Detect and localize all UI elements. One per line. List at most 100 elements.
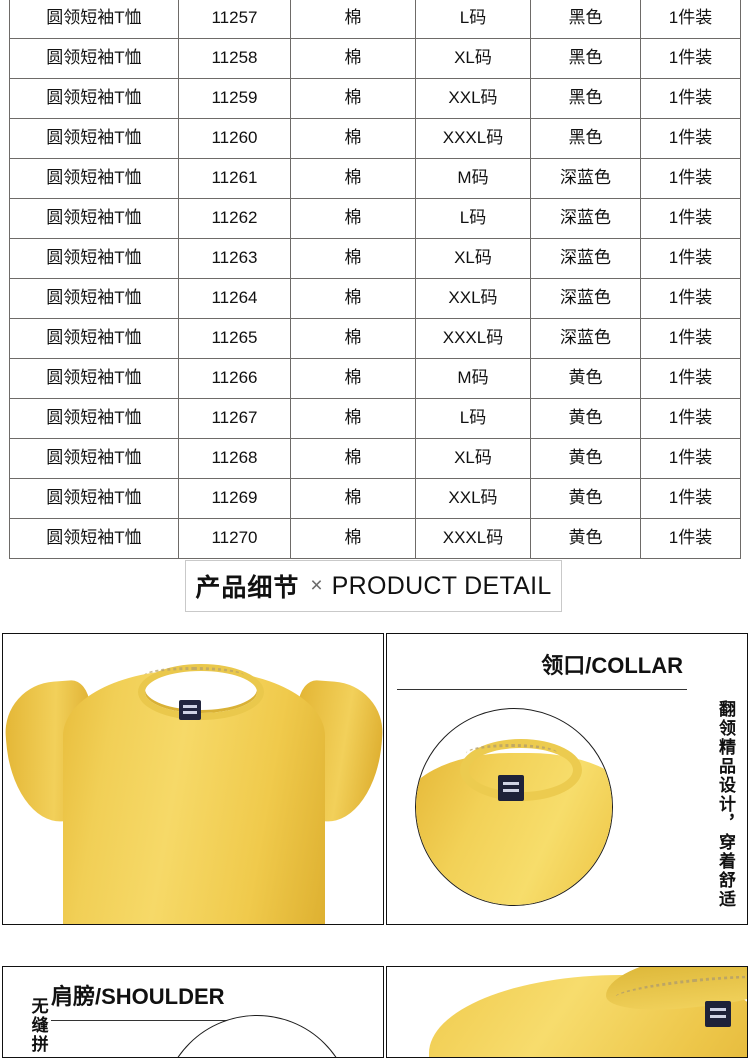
cross-icon: × <box>310 574 323 597</box>
cell-size: M码 <box>415 358 531 399</box>
product-detail-title-box: 产品细节 × PRODUCT DETAIL <box>185 560 562 612</box>
cell-pack: 1件装 <box>640 158 741 199</box>
cell-code: 11263 <box>178 238 291 279</box>
cell-material: 棉 <box>290 158 416 199</box>
table-row: 圆领短袖T恤 11268 棉 XL码 黄色 1件装 <box>9 438 741 479</box>
cell-color: 深蓝色 <box>530 318 641 359</box>
cell-color: 黄色 <box>530 358 641 399</box>
cell-color: 黑色 <box>530 38 641 79</box>
cell-code: 11264 <box>178 278 291 319</box>
shoulder-detail-photo <box>387 967 747 1057</box>
cell-color: 黄色 <box>530 478 641 519</box>
cell-material: 棉 <box>290 78 416 119</box>
cell-size: XXXL码 <box>415 518 531 559</box>
cell-size: XXL码 <box>415 478 531 519</box>
cell-name: 圆领短袖T恤 <box>9 518 179 559</box>
shoulder-section-header: 肩膀/SHOULDER <box>51 979 351 1021</box>
cell-material: 棉 <box>290 278 416 319</box>
cell-size: XXL码 <box>415 78 531 119</box>
cell-material: 棉 <box>290 358 416 399</box>
collar-title: 领口/COLLAR <box>541 653 683 678</box>
cell-pack: 1件装 <box>640 38 741 79</box>
collar-closeup-stitch <box>466 744 558 763</box>
cell-size: XL码 <box>415 438 531 479</box>
cell-color: 深蓝色 <box>530 238 641 279</box>
cell-color: 深蓝色 <box>530 158 641 199</box>
cell-code: 11257 <box>178 0 291 39</box>
cell-material: 棉 <box>290 398 416 439</box>
table-row: 圆领短袖T恤 11260 棉 XXXL码 黑色 1件装 <box>9 118 741 159</box>
product-spec-table: 圆领短袖T恤 11257 棉 L码 黑色 1件装 圆领短袖T恤 11258 棉 XL码 黑色 1件装圆… <box>9 0 741 559</box>
table-row: 圆领短袖T恤 11261 棉 M码 深蓝色 1件装 <box>9 158 741 199</box>
table-row: 圆领短袖T恤 11267 棉 L码 黄色 1件装 <box>9 398 741 439</box>
cell-code: 11267 <box>178 398 291 439</box>
cell-code: 11270 <box>178 518 291 559</box>
panel-shoulder-photo <box>386 966 748 1058</box>
cell-pack: 1件装 <box>640 238 741 279</box>
cell-code: 11260 <box>178 118 291 159</box>
cell-name: 圆领短袖T恤 <box>9 318 179 359</box>
shoulder-title-rule <box>51 1020 283 1021</box>
cell-pack: 1件装 <box>640 78 741 119</box>
cell-name: 圆领短袖T恤 <box>9 238 179 279</box>
cell-code: 11261 <box>178 158 291 199</box>
table-row: 圆领短袖T恤 11262 棉 L码 深蓝色 1件装 <box>9 198 741 239</box>
cell-color: 黄色 <box>530 438 641 479</box>
cell-material: 棉 <box>290 438 416 479</box>
cell-name: 圆领短袖T恤 <box>9 0 179 39</box>
shirt-collar-stitch <box>144 667 244 684</box>
cell-material: 棉 <box>290 478 416 519</box>
cell-code: 11258 <box>178 38 291 79</box>
shoulder-closeup-photo <box>161 1015 353 1057</box>
cell-pack: 1件装 <box>640 518 741 559</box>
cell-color: 深蓝色 <box>530 278 641 319</box>
cell-color: 黄色 <box>530 398 641 439</box>
spec-table-container: 圆领短袖T恤 11257 棉 L码 黑色 1件装 圆领短袖T恤 11258 棉 XL码 黑色 1件装圆… <box>9 0 741 559</box>
cell-color: 黑色 <box>530 0 641 39</box>
cell-size: L码 <box>415 198 531 239</box>
cell-size: M码 <box>415 158 531 199</box>
collar-vertical-description: 翻领精品设计，穿着舒适 <box>716 700 735 909</box>
collar-title-rule <box>397 689 687 690</box>
cell-material: 棉 <box>290 198 416 239</box>
cell-material: 棉 <box>290 318 416 359</box>
shoulder-photo-brand-tag <box>705 1001 731 1027</box>
table-row: 圆领短袖T恤 11264 棉 XXL码 深蓝色 1件装 <box>9 278 741 319</box>
cell-color: 黑色 <box>530 78 641 119</box>
cell-size: XXXL码 <box>415 118 531 159</box>
cell-material: 棉 <box>290 238 416 279</box>
cell-size: XXXL码 <box>415 318 531 359</box>
collar-closeup-brand-tag <box>498 775 524 801</box>
cell-material: 棉 <box>290 118 416 159</box>
cell-pack: 1件装 <box>640 198 741 239</box>
table-row: 圆领短袖T恤 11263 棉 XL码 深蓝色 1件装 <box>9 238 741 279</box>
brand-neck-tag <box>179 700 201 720</box>
table-row: 圆领短袖T恤 11266 棉 M码 黄色 1件装 <box>9 358 741 399</box>
cell-pack: 1件装 <box>640 0 741 39</box>
cell-size: L码 <box>415 398 531 439</box>
cell-size: XL码 <box>415 238 531 279</box>
table-row: 圆领短袖T恤 11258 棉 XL码 黑色 1件装 <box>9 38 741 79</box>
cell-material: 棉 <box>290 38 416 79</box>
cell-size: XL码 <box>415 38 531 79</box>
cell-pack: 1件装 <box>640 358 741 399</box>
cell-pack: 1件装 <box>640 118 741 159</box>
table-row: 圆领短袖T恤 11265 棉 XXXL码 深蓝色 1件装 <box>9 318 741 359</box>
collar-section-header: 领口/COLLAR <box>387 648 687 690</box>
cell-color: 黄色 <box>530 518 641 559</box>
cell-code: 11265 <box>178 318 291 359</box>
cell-pack: 1件装 <box>640 438 741 479</box>
cell-material: 棉 <box>290 0 416 39</box>
cell-name: 圆领短袖T恤 <box>9 198 179 239</box>
spec-table-body: 圆领短袖T恤 11257 棉 L码 黑色 1件装 圆领短袖T恤 11258 棉 XL码 黑色 1件装圆… <box>9 0 741 559</box>
cell-name: 圆领短袖T恤 <box>9 398 179 439</box>
cell-color: 深蓝色 <box>530 198 641 239</box>
cell-material: 棉 <box>290 518 416 559</box>
product-detail-title-cn: 产品细节 <box>195 574 300 602</box>
cell-size: L码 <box>415 0 531 39</box>
cell-name: 圆领短袖T恤 <box>9 38 179 79</box>
cell-name: 圆领短袖T恤 <box>9 118 179 159</box>
cell-name: 圆领短袖T恤 <box>9 278 179 319</box>
table-row: 圆领短袖T恤 11269 棉 XXL码 黄色 1件装 <box>9 478 741 519</box>
cell-name: 圆领短袖T恤 <box>9 358 179 399</box>
